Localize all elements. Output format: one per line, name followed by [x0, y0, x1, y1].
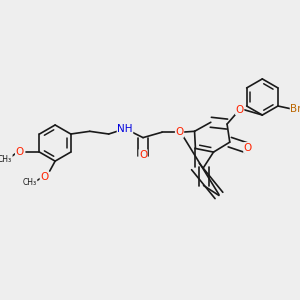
Text: O: O — [236, 105, 244, 115]
Text: CH₃: CH₃ — [23, 178, 37, 187]
Text: O: O — [244, 142, 252, 153]
Text: O: O — [139, 150, 147, 160]
Text: O: O — [40, 172, 48, 182]
Text: CH₃: CH₃ — [0, 155, 12, 164]
Text: Br: Br — [290, 104, 300, 114]
Text: O: O — [176, 127, 184, 137]
Text: NH: NH — [117, 124, 133, 134]
Text: O: O — [16, 147, 24, 157]
